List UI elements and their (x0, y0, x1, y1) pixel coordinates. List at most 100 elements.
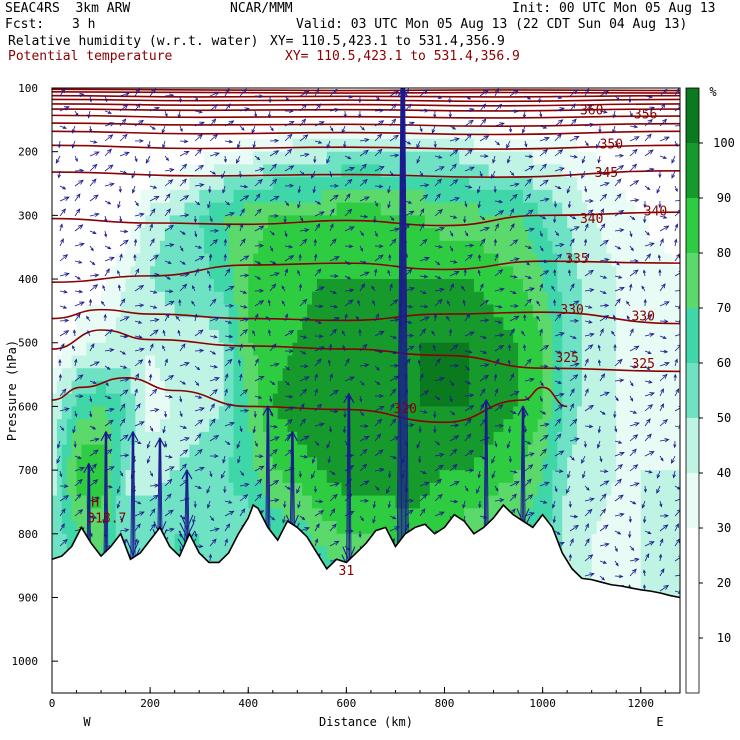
rh-cell (189, 240, 195, 255)
rh-cell (91, 355, 97, 369)
rh-cell (115, 164, 122, 178)
rh-cell (419, 88, 426, 102)
rh-cell (125, 88, 132, 102)
rh-cell (395, 279, 401, 293)
rh-cell (130, 317, 137, 331)
rh-cell (71, 228, 78, 242)
rh-cell (96, 151, 102, 166)
rh-cell (91, 304, 97, 318)
rh-cell (361, 177, 367, 191)
rh-cell (96, 482, 102, 497)
rh-cell (518, 330, 524, 344)
rh-cell (331, 266, 338, 280)
rh-cell (262, 431, 269, 446)
rh-cell (366, 521, 372, 535)
rh-cell (513, 100, 519, 115)
rh-cell (473, 470, 480, 484)
rh-cell (258, 406, 264, 420)
rh-cell (356, 317, 362, 331)
rh-cell (523, 317, 529, 331)
rh-cell (199, 151, 205, 166)
rh-cell (101, 368, 107, 382)
rh-cell (52, 495, 58, 509)
rh-cell (253, 419, 259, 433)
rh-cell (150, 342, 156, 357)
rh-cell (135, 177, 141, 191)
rh-cell (508, 317, 514, 331)
rh-cell (194, 240, 200, 255)
rh-cell (174, 138, 181, 153)
rh-cell (366, 189, 372, 204)
rh-cell (473, 304, 480, 318)
rh-cell (204, 138, 210, 153)
rh-cell (321, 521, 328, 535)
rh-cell (331, 393, 338, 408)
rh-cell (248, 330, 254, 344)
rh-cell (189, 393, 195, 408)
rh-cell (326, 508, 333, 522)
rh-cell (248, 240, 254, 255)
rh-cell (135, 546, 141, 560)
rh-cell (366, 457, 372, 471)
rh-cell (434, 342, 441, 357)
rh-cell (292, 164, 298, 178)
rh-cell (218, 266, 225, 280)
rh-cell (228, 291, 235, 306)
rh-cell (238, 189, 244, 204)
rh-cell (424, 228, 431, 242)
rh-cell (444, 291, 451, 306)
rh-cell (473, 291, 480, 306)
rh-cell (464, 393, 470, 408)
rh-cell (302, 189, 308, 204)
rh-cell (478, 100, 485, 115)
rh-cell (483, 279, 490, 293)
rh-cell (110, 266, 117, 280)
rh-cell (164, 330, 171, 344)
rh-cell (419, 355, 426, 369)
rh-cell (81, 151, 87, 166)
rh-cell (385, 342, 392, 357)
rh-cell (218, 342, 225, 357)
rh-cell (277, 266, 284, 280)
rh-cell (444, 240, 451, 255)
rh-cell (194, 177, 200, 191)
rh-cell (434, 495, 441, 509)
rh-cell (233, 508, 240, 522)
rh-cell (454, 253, 460, 267)
rh-cell (253, 279, 259, 293)
rh-cell (518, 253, 524, 267)
rh-cell (366, 164, 372, 178)
rh-cell (194, 138, 200, 153)
rh-cell (130, 138, 137, 153)
rh-cell (292, 508, 298, 522)
rh-cell (105, 317, 112, 331)
rh-cell (272, 317, 279, 331)
rh-cell (125, 317, 132, 331)
rh-cell (209, 100, 215, 115)
rh-cell (341, 164, 347, 178)
rh-cell (120, 189, 127, 204)
rh-cell (258, 368, 264, 382)
rh-cell (204, 521, 210, 535)
rh-cell (248, 431, 254, 446)
rh-cell (105, 431, 112, 446)
rh-cell (120, 317, 127, 331)
rh-cell (150, 470, 156, 484)
rh-cell (390, 253, 397, 267)
rh-cell (331, 304, 338, 318)
rh-cell (537, 253, 544, 267)
rh-cell (194, 533, 200, 548)
rh-cell (527, 368, 534, 382)
rh-cell (101, 406, 107, 420)
rh-cell (419, 228, 426, 242)
rh-cell (150, 380, 156, 395)
rh-cell (307, 113, 313, 127)
rh-cell (164, 138, 171, 153)
rh-cell (434, 521, 441, 535)
rh-cell (331, 88, 338, 102)
rh-cell (86, 279, 92, 293)
rh-cell (415, 406, 421, 420)
rh-cell (272, 228, 279, 242)
rh-cell (331, 291, 338, 306)
rh-cell (140, 406, 146, 420)
